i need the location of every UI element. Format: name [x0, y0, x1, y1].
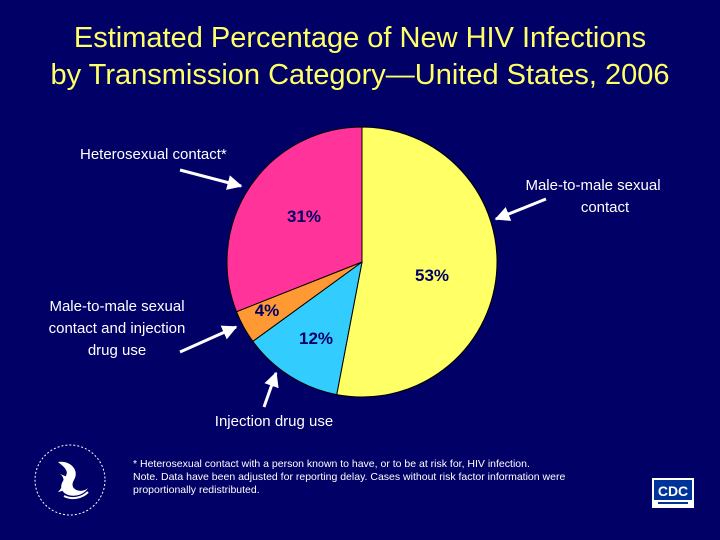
label-msm-line-2: contact: [581, 199, 630, 216]
hhs-logo: [34, 444, 106, 516]
label-heterosexual: Heterosexual contact*: [80, 146, 227, 163]
arrow-msm-idu: [179, 325, 238, 354]
arrow-heterosexual: [179, 168, 243, 190]
pie-percent-heterosexual-contact: 31%: [287, 207, 321, 226]
pie-slice-heterosexual-contact: [226, 126, 363, 313]
arrow-msm: [494, 197, 547, 221]
label-idu: Injection drug use: [215, 413, 333, 430]
chart-title: Estimated Percentage of New HIV Infectio…: [0, 20, 720, 94]
footnote-line-2: Note. Data have been adjusted for report…: [133, 471, 566, 483]
pie-slice-injection-drug-use: [252, 260, 363, 396]
title-line-2: by Transmission Category—United States, …: [50, 59, 670, 91]
label-msm-idu-line-1: Male-to-male sexual: [49, 298, 184, 315]
cdc-logo-text: CDC: [658, 483, 688, 499]
pie-slice-male-to-male-sexual-contact: [336, 126, 498, 398]
label-msm-idu-line-2: contact and injection: [49, 320, 186, 337]
label-msm-idu-line-3: drug use: [88, 342, 146, 359]
pie-percent-injection-drug-use: 12%: [299, 329, 333, 348]
footnote-line-1: * Heterosexual contact with a person kno…: [133, 458, 530, 470]
footnote: * Heterosexual contact with a person kno…: [133, 458, 603, 497]
footnote-line-3: proportionally redistributed.: [133, 484, 260, 496]
pie-percent-male-to-male-sexual-contact-and-injection-drug-use: 4%: [255, 301, 280, 320]
pie-percent-male-to-male-sexual-contact: 53%: [415, 266, 449, 285]
arrow-idu: [262, 371, 279, 408]
pie-slices: [226, 126, 498, 398]
label-msm-line-1: Male-to-male sexual: [525, 177, 660, 194]
title-line-1: Estimated Percentage of New HIV Infectio…: [73, 22, 647, 54]
cdc-logo: CDC: [652, 478, 694, 508]
pie-percent-labels: 53% 12% 4% 31%: [255, 207, 449, 348]
